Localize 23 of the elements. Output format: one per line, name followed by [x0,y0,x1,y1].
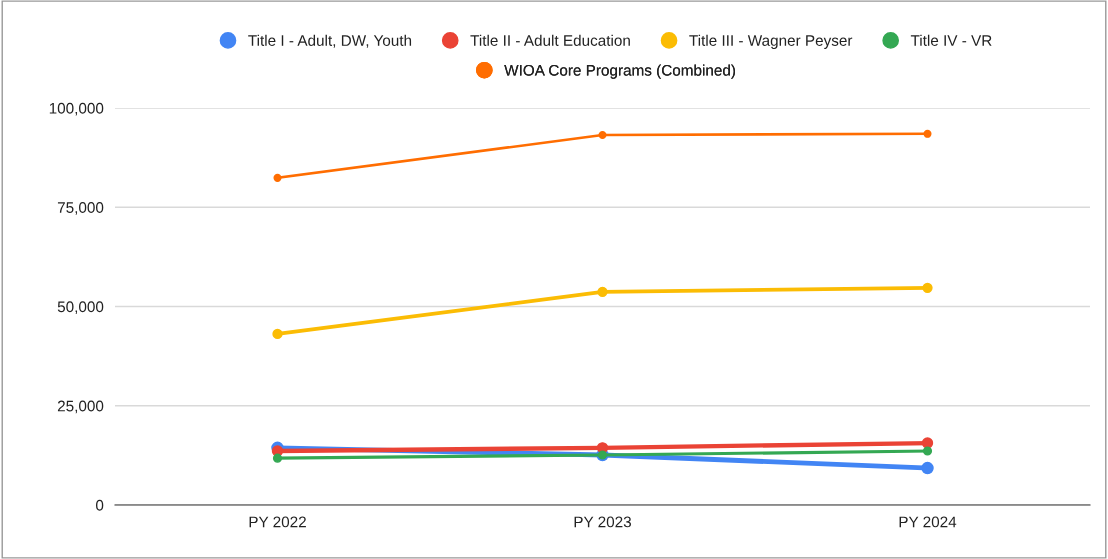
point [272,453,283,463]
point [597,286,608,297]
point [922,446,933,456]
legend-label: Title II - Adult Education [470,34,630,46]
point [921,461,934,475]
x-tick-label: PY 2024 [899,516,957,528]
legend-label: Title IV - VR [910,34,992,46]
y-tick-label: 50,000 [57,301,104,314]
point [598,130,607,140]
point [922,282,933,293]
y-tick-label: 75,000 [57,202,104,215]
legend-label: Title III - Wagner Peyser [689,34,853,49]
point [921,437,934,449]
x-tick-label: PY 2022 [249,516,306,528]
legend-label: Title I - Adult, DW, Youth [248,34,412,48]
point [272,328,283,340]
y-tick-label: 25,000 [57,400,104,414]
x-tick-label: PY 2023 [574,516,631,528]
y-tick-label: 0 [95,499,104,511]
point [923,129,932,138]
legend-label: WIOA Core Programs (Combined) [504,64,736,79]
y-tick-label: 100,000 [49,102,104,116]
point [273,173,282,182]
